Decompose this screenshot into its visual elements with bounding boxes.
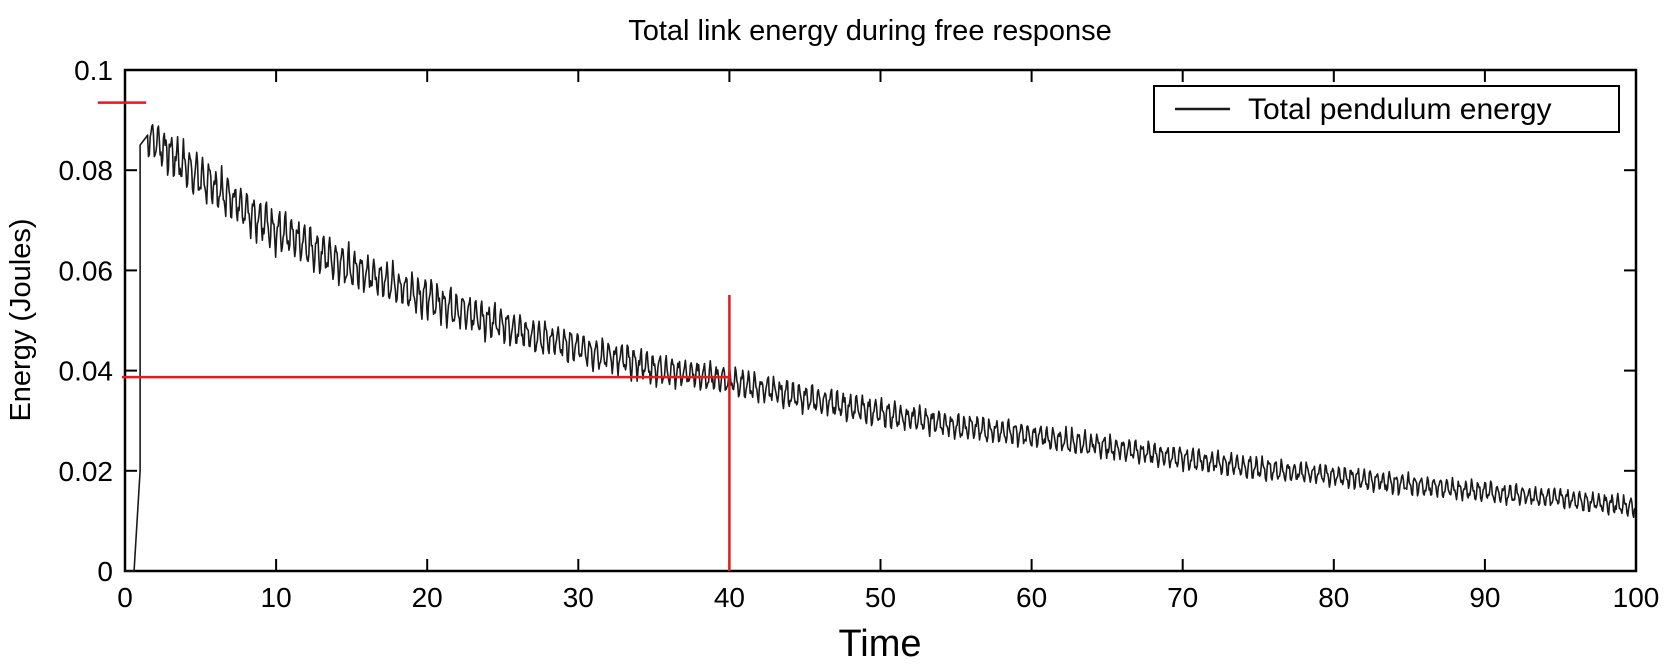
annotation-layer bbox=[97, 101, 731, 571]
x-axis-label: Time bbox=[838, 623, 921, 665]
x-tick-label: 70 bbox=[1167, 582, 1198, 613]
legend: Total pendulum energy bbox=[1153, 85, 1620, 133]
y-tick-label: 0.08 bbox=[59, 155, 114, 186]
x-axis-ticks: 0 10 20 30 40 50 60 70 80 90 100 bbox=[117, 70, 1659, 613]
x-tick-label: 80 bbox=[1318, 582, 1349, 613]
series-layer bbox=[125, 123, 1636, 572]
x-tick-label: 30 bbox=[563, 582, 594, 613]
x-tick-label: 60 bbox=[1016, 582, 1047, 613]
x-tick-label: 40 bbox=[714, 582, 745, 613]
x-tick-label: 20 bbox=[412, 582, 443, 613]
y-axis-label: Energy (Joules) bbox=[5, 218, 37, 421]
plot-area bbox=[123, 68, 1638, 573]
x-tick-label: 90 bbox=[1469, 582, 1500, 613]
y-tick-label: 0.02 bbox=[59, 456, 114, 487]
legend-box bbox=[1153, 85, 1620, 133]
x-tick-label: 100 bbox=[1613, 582, 1660, 613]
y-tick-label: 0.04 bbox=[59, 356, 114, 387]
legend-label: Total pendulum energy bbox=[1248, 93, 1552, 126]
y-tick-label: 0.1 bbox=[74, 55, 113, 86]
x-tick-label: 0 bbox=[117, 582, 133, 613]
x-tick-label: 10 bbox=[261, 582, 292, 613]
chart-title: Total link energy during free response bbox=[628, 15, 1112, 47]
series-line-total-pendulum-energy bbox=[125, 123, 1636, 572]
x-tick-label: 50 bbox=[865, 582, 896, 613]
y-tick-label: 0.06 bbox=[59, 255, 114, 286]
y-tick-label: 0 bbox=[97, 556, 113, 587]
y-axis-ticks: 0 0.02 0.04 0.06 0.08 0.1 bbox=[59, 55, 1636, 587]
